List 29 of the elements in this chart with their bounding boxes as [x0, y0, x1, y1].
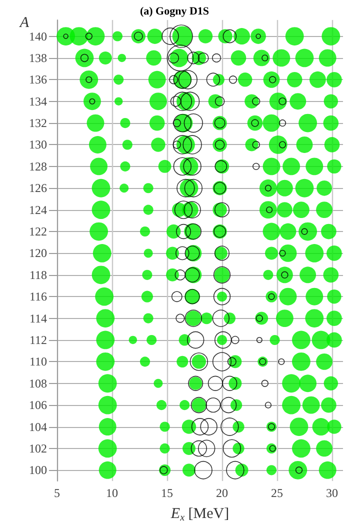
y-tick-label: 108 — [29, 376, 47, 390]
y-tick-label: 120 — [29, 246, 47, 260]
x-tick-label: 30 — [326, 486, 338, 500]
y-tick-label: 128 — [29, 159, 47, 174]
y-tick-label: 134 — [29, 94, 47, 108]
y-tick-label: 126 — [29, 181, 47, 196]
y-tick-label: 130 — [29, 138, 47, 152]
y-tick-label: 124 — [29, 202, 47, 217]
y-tick-label: 110 — [29, 354, 47, 369]
y-tick-label: 122 — [29, 224, 47, 239]
chart-title: (a) Gogny D1S — [140, 6, 210, 18]
x-tick-label: 20 — [216, 486, 228, 500]
y-tick-label: 114 — [29, 311, 47, 326]
y-tick-label: 102 — [29, 441, 47, 456]
y-tick-label: 140 — [29, 29, 47, 44]
x-tick-label: 10 — [106, 486, 118, 500]
y-tick-label: 100 — [29, 463, 47, 478]
y-tick-label: 106 — [29, 398, 47, 412]
y-tick-label: 104 — [29, 420, 47, 434]
x-tick-label: 15 — [161, 486, 173, 500]
x-tick-label: 5 — [54, 486, 60, 500]
y-axis-title: A — [18, 14, 30, 31]
y-tick-label: 118 — [29, 268, 47, 282]
y-tick-label: 112 — [29, 332, 47, 347]
y-tick-label: 136 — [29, 72, 47, 87]
x-tick-label: 25 — [271, 486, 283, 500]
y-tick-label: 132 — [29, 116, 47, 130]
y-tick-label: 116 — [29, 290, 47, 304]
y-tick-label: 138 — [29, 50, 47, 65]
